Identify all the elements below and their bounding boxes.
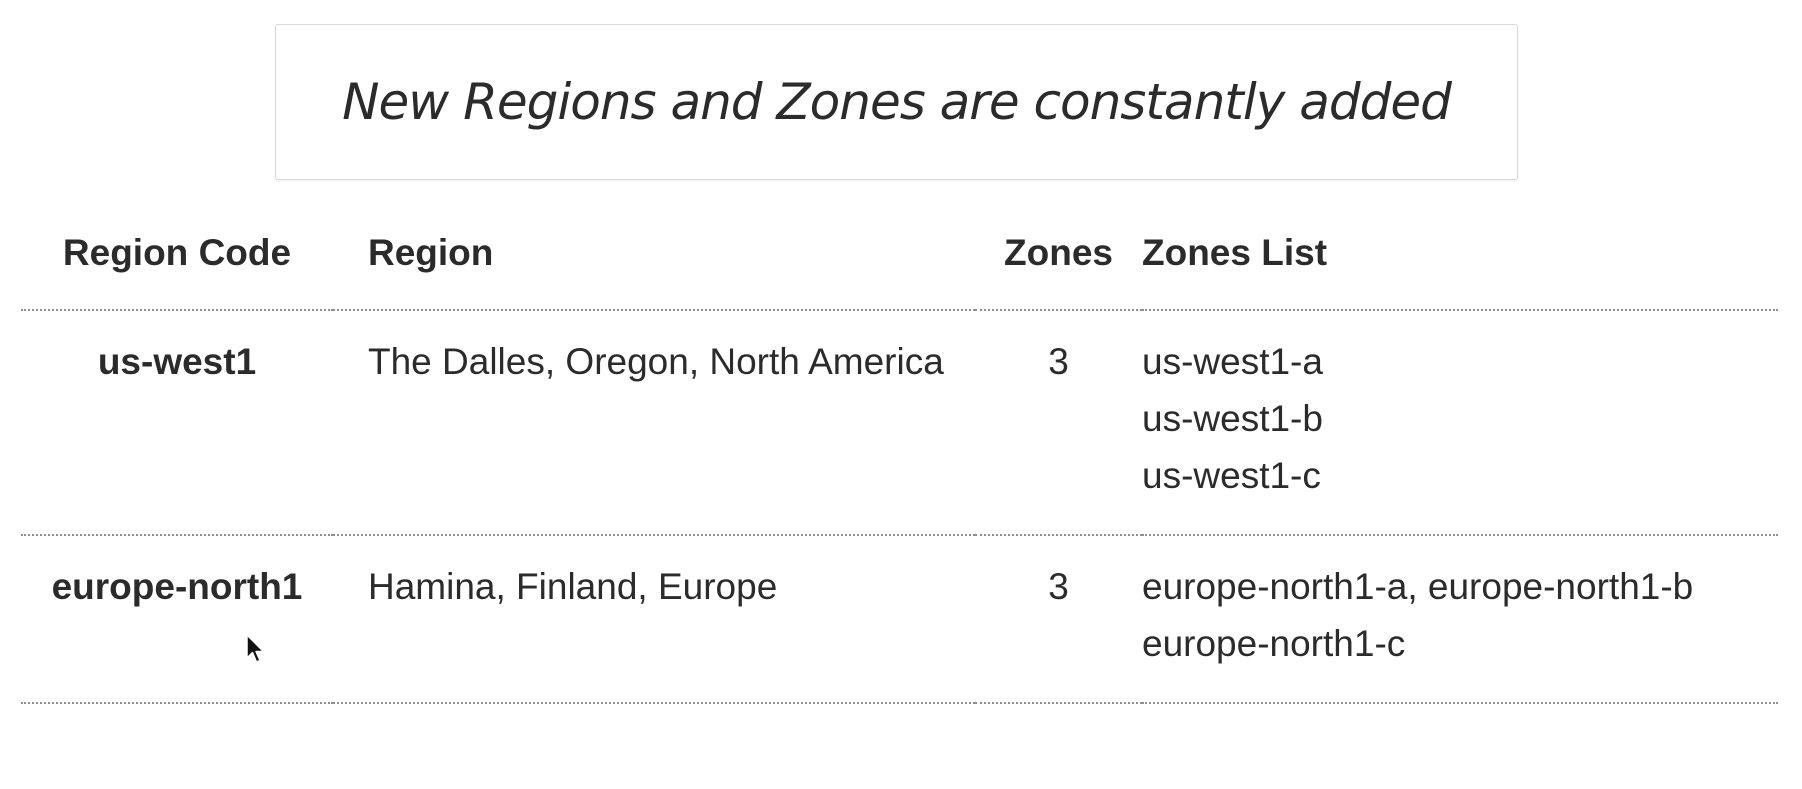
zone-item: europe-north1-a, europe-north1-b — [1142, 565, 1694, 607]
region-cell: The Dalles, Oregon, North America — [333, 309, 975, 536]
zones-count-cell: 3 — [975, 534, 1142, 704]
zones-count-cell: 3 — [975, 309, 1142, 536]
zone-item: us-west1-c — [1142, 454, 1321, 496]
table-row: europe-north1 Hamina, Finland, Europe 3 … — [21, 534, 1778, 704]
regions-table: Region Code Region Zones Zones List us-w… — [21, 218, 1778, 704]
mouse-pointer-icon — [246, 634, 265, 663]
region-code-cell: europe-north1 — [21, 534, 333, 704]
zone-item: us-west1-b — [1142, 397, 1323, 439]
header-region: Region — [333, 218, 975, 311]
header-zones-list: Zones List — [1142, 218, 1778, 311]
zones-list-cell: europe-north1-a, europe-north1-b europe-… — [1142, 534, 1778, 704]
table-header-row: Region Code Region Zones Zones List — [21, 218, 1778, 311]
header-zones: Zones — [975, 218, 1142, 311]
notice-banner: New Regions and Zones are constantly add… — [275, 24, 1518, 180]
region-code-cell: us-west1 — [21, 309, 333, 536]
table-row: us-west1 The Dalles, Oregon, North Ameri… — [21, 309, 1778, 536]
region-cell: Hamina, Finland, Europe — [333, 534, 975, 704]
notice-text: New Regions and Zones are constantly add… — [342, 73, 1452, 131]
zone-item: us-west1-a — [1142, 340, 1323, 382]
zone-item: europe-north1-c — [1142, 622, 1406, 664]
header-region-code: Region Code — [21, 218, 333, 311]
zones-list-cell: us-west1-a us-west1-b us-west1-c — [1142, 309, 1778, 536]
